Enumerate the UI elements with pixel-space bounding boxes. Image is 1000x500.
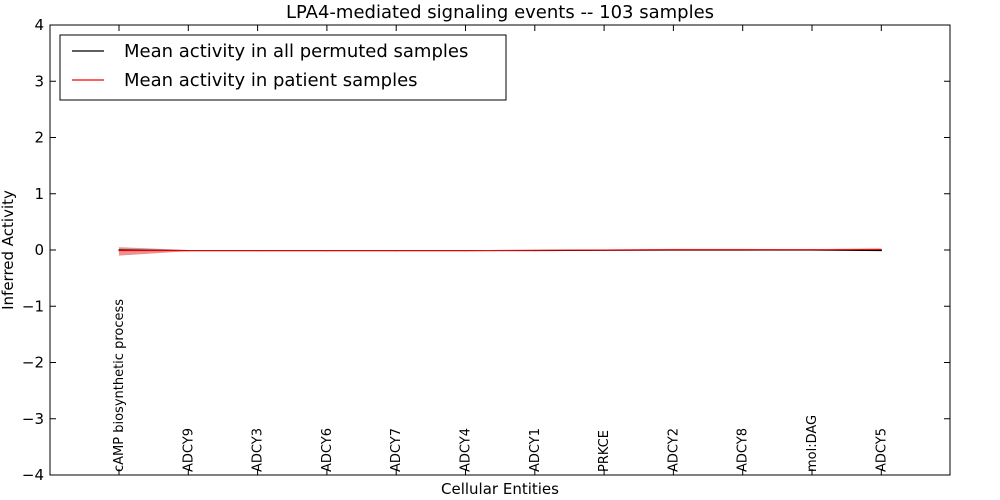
patient-point: [672, 249, 675, 251]
y-tick-label: 0: [34, 241, 44, 259]
x-tick-label: cAMP biosynthetic process: [112, 299, 127, 472]
x-axis: cAMP biosynthetic process ADCY9 ADCY3 ADCY6…: [112, 25, 889, 475]
permuted-point: [880, 249, 882, 252]
y-tick-label: 4: [34, 16, 44, 34]
y-tick-label: 3: [34, 72, 44, 90]
y-tick-label: −1: [22, 297, 44, 315]
y-axis-label: Inferred Activity: [0, 190, 17, 310]
x-tick-label: ADCY5: [874, 428, 889, 472]
x-tick-label: ADCY3: [251, 428, 266, 472]
x-tick-label: ADCY2: [666, 428, 681, 472]
y-axis: −4 −3 −2 −1 0 1 2 3 4: [22, 16, 950, 484]
x-tick-label: mol:DAG: [805, 415, 820, 472]
x-tick-label: ADCY6: [320, 428, 335, 472]
legend-entry-permuted: Mean activity in all permuted samples: [124, 41, 468, 62]
x-axis-label: Cellular Entities: [441, 480, 559, 498]
patient-point: [534, 249, 536, 251]
y-tick-label: 2: [34, 129, 44, 147]
y-tick-label: −4: [22, 466, 44, 484]
patient-point: [603, 249, 605, 251]
x-tick-label: ADCY7: [389, 428, 404, 472]
patient-point: [464, 249, 467, 252]
x-tick-label: ADCY4: [459, 428, 474, 472]
legend: Mean activity in all permuted samples Me…: [59, 34, 507, 101]
patient-point: [742, 249, 744, 251]
band-layer: [119, 247, 882, 256]
x-tick-label: ADCY9: [181, 428, 196, 472]
y-tick-label: 1: [34, 185, 44, 203]
x-tick-label: ADCY1: [528, 428, 543, 472]
x-tick-label: ADCY8: [736, 428, 751, 472]
patient-band: [119, 247, 882, 256]
patient-point: [326, 249, 328, 252]
patient-point: [187, 249, 189, 252]
legend-entry-patient: Mean activity in patient samples: [124, 70, 418, 91]
patient-series-line: [119, 248, 882, 252]
patient-point: [811, 249, 813, 251]
patient-point: [395, 249, 397, 252]
y-tick-label: −2: [22, 354, 44, 372]
legend-box: [59, 34, 507, 101]
plot-frame: [49, 24, 951, 476]
patient-point: [257, 249, 259, 252]
patient-point: [118, 249, 120, 252]
x-tick-label: PRKCE: [597, 430, 612, 472]
patient-point: [880, 248, 882, 251]
y-tick-label: −3: [22, 410, 44, 428]
series-layer: [118, 248, 882, 252]
chart-title: LPA4-mediated signaling events -- 103 sa…: [286, 2, 714, 23]
